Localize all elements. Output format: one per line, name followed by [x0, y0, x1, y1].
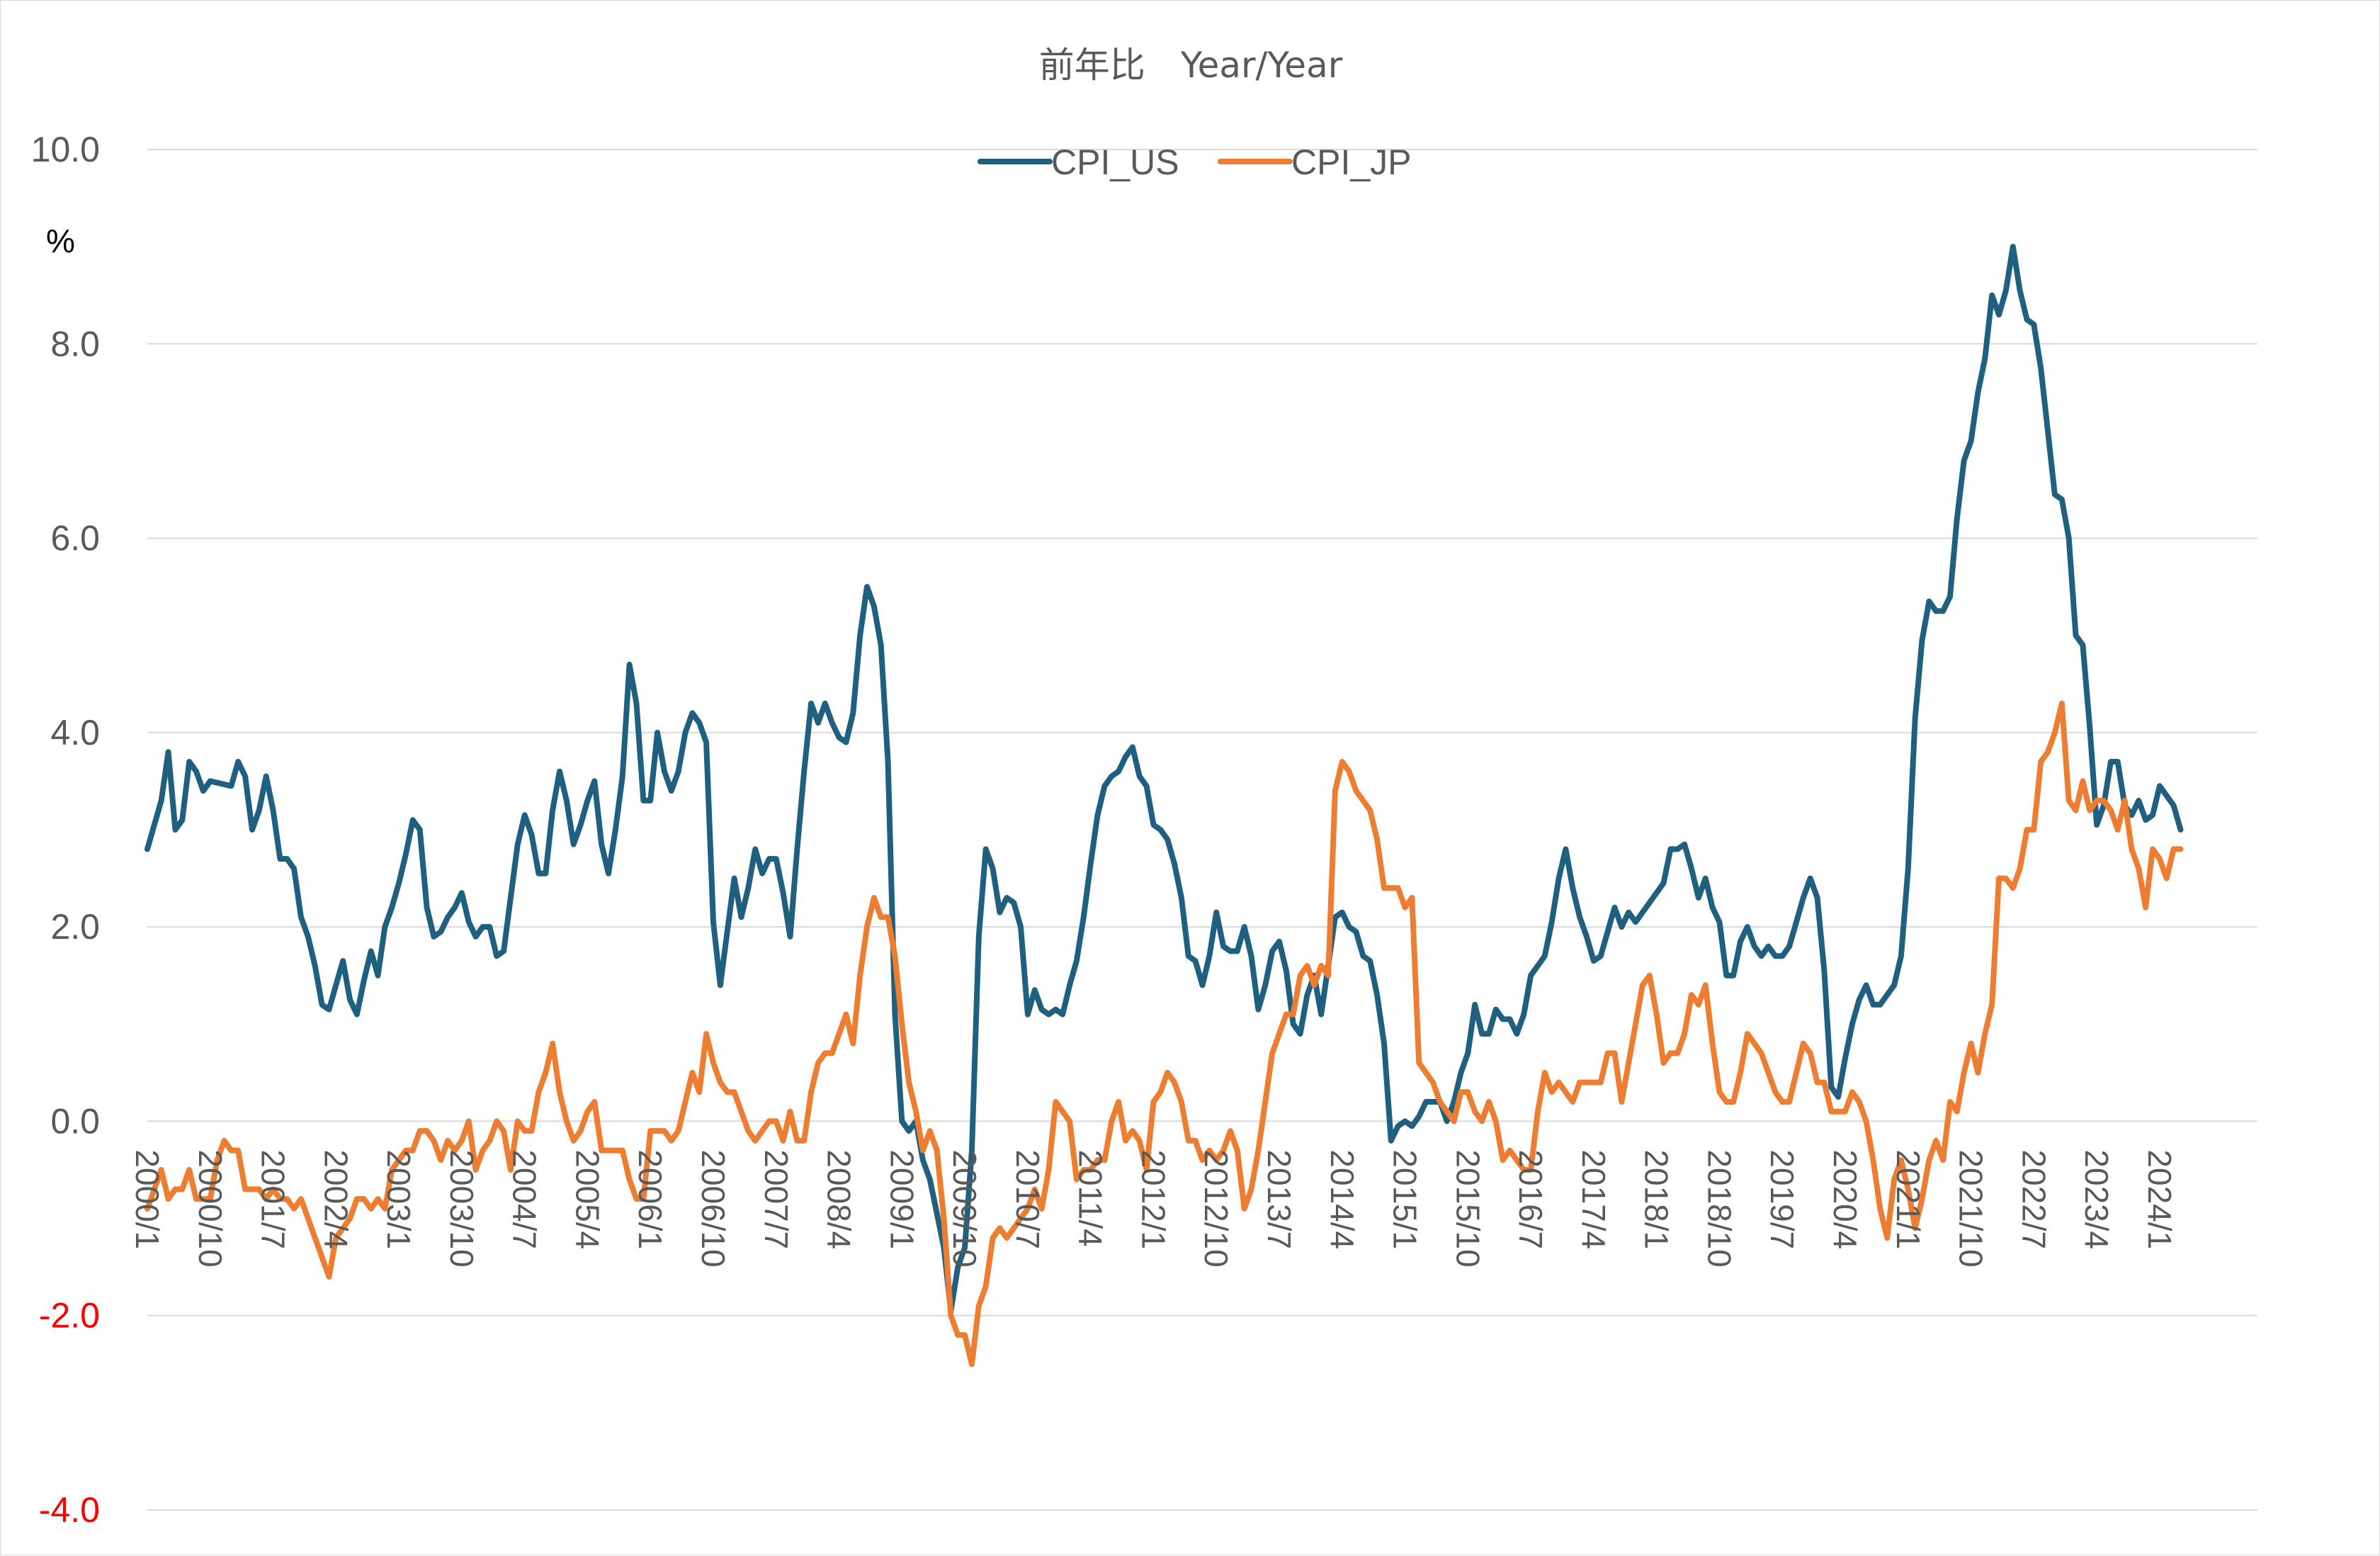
series-line-cpi-jp [144, 700, 2184, 1368]
x-tick-label: 2015/10 [1449, 1149, 1486, 1267]
x-tick-label: 2008/4 [821, 1149, 858, 1249]
x-tick-label: 2007/7 [758, 1149, 795, 1249]
x-tick-label: 2009/1 [883, 1149, 920, 1249]
x-tick-label: 2015/1 [1387, 1149, 1424, 1249]
x-tick-label: 2006/10 [695, 1149, 732, 1267]
x-tick-label: 2000/10 [192, 1149, 229, 1267]
y-tick-label: 6.0 [50, 519, 100, 558]
x-tick-label: 2010/7 [1009, 1149, 1046, 1249]
x-axis-ticks: 2000/1 2000/10 2001/7 2002/4 2003/1 2003/10 20… [129, 1149, 2178, 1267]
x-tick-label: 2024/1 [2141, 1149, 2178, 1249]
x-tick-label: 2014/4 [1324, 1149, 1361, 1249]
x-tick-label: 2020/4 [1827, 1149, 1864, 1249]
x-tick-label: 2004/7 [506, 1149, 543, 1249]
x-tick-label: 2022/7 [2015, 1149, 2052, 1249]
y-tick-label: 4.0 [50, 713, 100, 752]
chart-title: 前年比 Year/Year [1039, 45, 1343, 86]
x-tick-label: 2018/10 [1701, 1149, 1738, 1267]
x-tick-label: 2003/10 [443, 1149, 480, 1267]
x-tick-label: 2019/7 [1764, 1149, 1801, 1249]
y-tick-label: 2.0 [50, 907, 100, 947]
x-tick-label: 2000/1 [129, 1149, 166, 1249]
x-tick-label: 2023/4 [2078, 1149, 2115, 1249]
gridlines [147, 149, 2257, 1511]
x-tick-label: 2013/7 [1261, 1149, 1298, 1249]
x-tick-label: 2011/4 [1072, 1149, 1109, 1246]
y-tick-label: 10.0 [31, 130, 100, 169]
y-tick-label: -4.0 [39, 1490, 100, 1530]
y-tick-label: 8.0 [50, 324, 100, 363]
y-axis-unit-label: % [46, 222, 75, 259]
series-line-cpi-us [144, 244, 2184, 1314]
x-tick-label: 2017/4 [1575, 1149, 1612, 1249]
series-lines [144, 244, 2184, 1368]
x-tick-label: 2009/10 [946, 1149, 983, 1267]
legend: CPI_US CPI_JP [978, 142, 1412, 182]
x-tick-label: 2005/4 [569, 1149, 606, 1249]
y-axis-ticks: 10.0 8.0 6.0 4.0 2.0 0.0 -2.0 -4.0 [31, 130, 100, 1530]
x-tick-label: 2012/1 [1135, 1149, 1172, 1249]
x-tick-label: 2016/7 [1512, 1149, 1549, 1249]
x-tick-label: 2018/1 [1638, 1149, 1675, 1249]
x-tick-label: 2021/1 [1890, 1149, 1927, 1249]
legend-label: CPI_JP [1291, 142, 1412, 182]
x-tick-label: 2021/10 [1953, 1149, 1990, 1267]
x-tick-label: 2002/4 [317, 1149, 354, 1249]
y-tick-label: -2.0 [39, 1296, 100, 1336]
x-tick-label: 2003/1 [380, 1149, 417, 1249]
x-tick-label: 2001/7 [255, 1149, 292, 1249]
y-tick-label: 0.0 [50, 1101, 100, 1141]
legend-label: CPI_US [1051, 142, 1179, 182]
x-tick-label: 2006/1 [632, 1149, 669, 1249]
x-tick-label: 2012/10 [1198, 1149, 1235, 1267]
